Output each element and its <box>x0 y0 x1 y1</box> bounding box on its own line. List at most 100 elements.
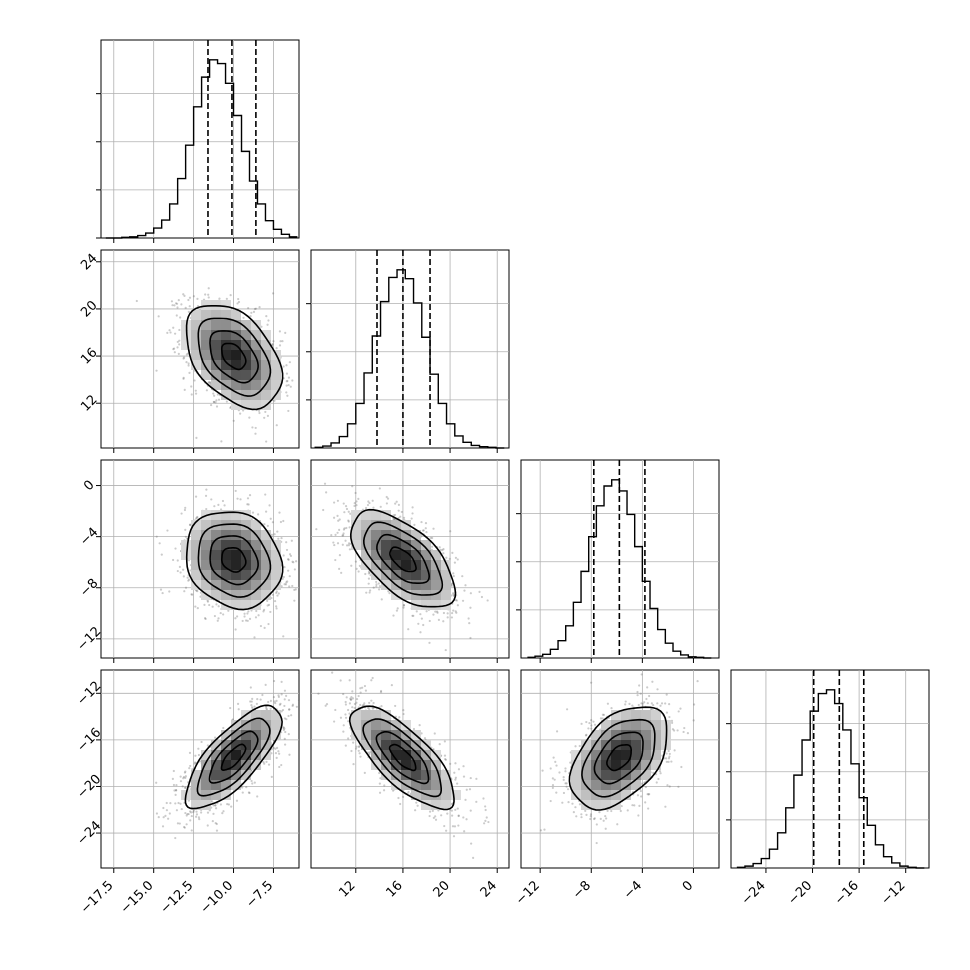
density-bin <box>201 310 211 320</box>
sample-point <box>288 708 291 711</box>
sample-point <box>161 591 164 595</box>
sample-point <box>342 692 345 696</box>
sample-point <box>378 791 382 794</box>
sample-point <box>241 786 244 789</box>
sample-point <box>364 689 368 692</box>
sample-point <box>135 299 138 303</box>
sample-point <box>288 361 291 364</box>
sample-point <box>274 752 278 755</box>
sample-point <box>291 560 294 563</box>
sample-point <box>652 703 655 707</box>
density-bin <box>401 720 411 730</box>
sample-point <box>451 814 454 817</box>
sample-point <box>564 770 567 773</box>
sample-point <box>273 700 276 703</box>
sample-point <box>194 761 197 764</box>
sample-point <box>211 820 214 823</box>
sample-point <box>367 582 370 585</box>
sample-point <box>247 306 250 310</box>
panel-content <box>135 287 304 443</box>
density-bin <box>441 570 451 580</box>
sample-point <box>157 315 160 318</box>
sample-point <box>207 293 210 296</box>
density-bin <box>231 740 241 750</box>
sample-point <box>590 727 593 730</box>
sample-point <box>350 564 353 567</box>
sample-point <box>280 680 283 683</box>
density-bin <box>421 770 431 780</box>
density-contour <box>348 705 455 811</box>
sample-point <box>281 577 284 580</box>
density-bin <box>241 590 251 600</box>
sample-point <box>187 579 190 582</box>
sample-point <box>370 699 373 702</box>
sample-point <box>455 599 458 602</box>
sample-point <box>363 702 366 705</box>
y-tick-label: 12 <box>78 392 100 414</box>
sample-point <box>236 497 239 500</box>
sample-point <box>620 804 623 808</box>
density-bin <box>261 340 271 350</box>
density-bin <box>231 750 241 760</box>
sample-point <box>606 809 609 812</box>
sample-point <box>284 583 288 586</box>
sample-point <box>383 784 386 787</box>
sample-point <box>541 769 544 772</box>
sample-point <box>187 799 190 802</box>
density-bin <box>231 330 241 340</box>
sample-point <box>212 400 215 404</box>
density-bin <box>251 720 261 730</box>
density-bin <box>421 800 431 810</box>
sample-point <box>214 804 217 807</box>
sample-point <box>275 699 278 702</box>
sample-point <box>349 697 352 700</box>
sample-point <box>302 391 304 393</box>
density-contour <box>221 547 247 573</box>
sample-point <box>647 793 650 796</box>
sample-point <box>450 616 454 619</box>
sample-point <box>262 608 266 611</box>
sample-point <box>222 613 225 616</box>
sample-point <box>670 760 673 763</box>
sample-point <box>178 822 181 825</box>
sample-point <box>265 440 268 443</box>
density-bin <box>371 710 381 720</box>
density-contour <box>185 511 284 611</box>
sample-point <box>566 788 570 791</box>
density-contour <box>209 330 259 384</box>
sample-point <box>368 591 371 594</box>
sample-point <box>410 517 413 520</box>
density-bin <box>441 580 451 590</box>
density-bin <box>221 550 231 560</box>
sample-point <box>668 752 671 755</box>
density-bin <box>221 780 231 790</box>
sample-point <box>336 514 339 517</box>
sample-point <box>342 724 345 727</box>
density-bin <box>261 730 271 740</box>
sample-point <box>176 340 179 344</box>
sample-point <box>179 316 182 319</box>
density-bin <box>401 590 411 600</box>
sample-point <box>213 400 216 404</box>
sample-point <box>441 549 444 552</box>
sample-point <box>267 700 270 704</box>
sample-point <box>355 500 358 503</box>
sample-point <box>349 512 352 515</box>
density-contour <box>185 305 284 411</box>
sample-point <box>247 503 250 506</box>
sample-point <box>172 783 176 787</box>
sample-point <box>292 561 295 564</box>
density-bin <box>241 350 251 360</box>
density-bin <box>381 720 391 730</box>
density-bin <box>371 720 381 730</box>
sample-point <box>194 389 197 392</box>
sample-point <box>432 613 435 616</box>
density-bin <box>211 790 221 800</box>
density-bin <box>581 740 591 750</box>
sample-point <box>677 710 680 713</box>
sample-point <box>299 412 301 414</box>
density-bin <box>191 780 201 790</box>
sample-point <box>290 714 293 717</box>
sample-point <box>470 842 473 845</box>
sample-point <box>295 705 298 708</box>
